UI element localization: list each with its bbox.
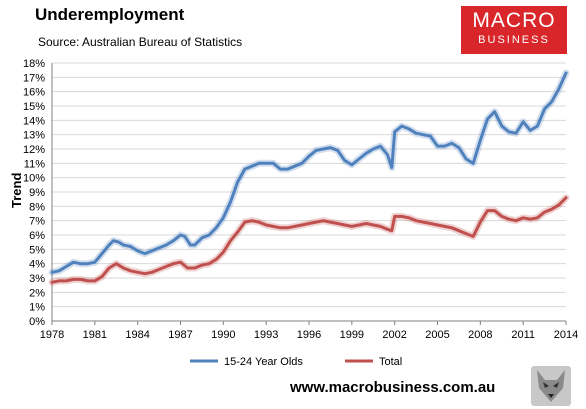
y-tick-label: 11% [24, 158, 45, 170]
y-tick-label: 16% [23, 87, 45, 99]
y-tick-label: 7% [29, 216, 45, 228]
x-tick-label: 2014 [554, 329, 578, 341]
y-tick-label: 0% [29, 316, 45, 328]
series-line-shadow-0 [48, 69, 570, 276]
x-tick-label: 1987 [168, 329, 192, 341]
series-line-0 [50, 71, 568, 274]
y-tick-label: 8% [29, 201, 45, 213]
x-tick-label: 1993 [254, 329, 278, 341]
y-tick-label: 10% [23, 173, 45, 185]
y-tick-label: 13% [23, 130, 45, 142]
y-tick-label: 5% [29, 244, 45, 256]
x-tick-label: 1978 [40, 329, 64, 341]
x-tick-label: 1984 [125, 329, 149, 341]
x-tick-label: 1981 [83, 329, 107, 341]
wolf-head-icon [531, 366, 571, 406]
legend-label: 15-24 Year Olds [224, 356, 303, 368]
website-url: www.macrobusiness.com.au [290, 379, 496, 396]
x-tick-label: 2011 [511, 329, 535, 341]
y-tick-label: 14% [23, 115, 45, 127]
x-tick-label: 2008 [468, 329, 492, 341]
y-tick-label: 9% [29, 187, 45, 199]
x-tick-label: 1996 [297, 329, 321, 341]
x-tick-label: 2005 [425, 329, 449, 341]
y-tick-label: 18% [23, 58, 45, 70]
y-tick-label: 3% [29, 273, 45, 285]
x-tick-label: 1999 [340, 329, 364, 341]
y-tick-label: 6% [29, 230, 45, 242]
logo-top-text: MACRO [472, 9, 556, 32]
macrobusiness-logo: MACRO BUSINESS [461, 6, 567, 54]
y-tick-label: 1% [29, 302, 45, 314]
x-tick-label: 2002 [382, 329, 406, 341]
y-tick-label: 4% [29, 259, 45, 271]
y-tick-label: 2% [29, 287, 45, 299]
x-tick-label: 1990 [211, 329, 235, 341]
series-line-1 [50, 196, 568, 284]
chart-source: Source: Australian Bureau of Statistics [38, 35, 243, 49]
y-tick-label: 15% [23, 101, 45, 113]
chart-title: Underemployment [35, 5, 185, 24]
legend-label: Total [379, 356, 402, 368]
logo-bottom-text: BUSINESS [478, 34, 550, 46]
y-tick-label: 12% [23, 144, 45, 156]
y-tick-label: 17% [23, 72, 45, 84]
